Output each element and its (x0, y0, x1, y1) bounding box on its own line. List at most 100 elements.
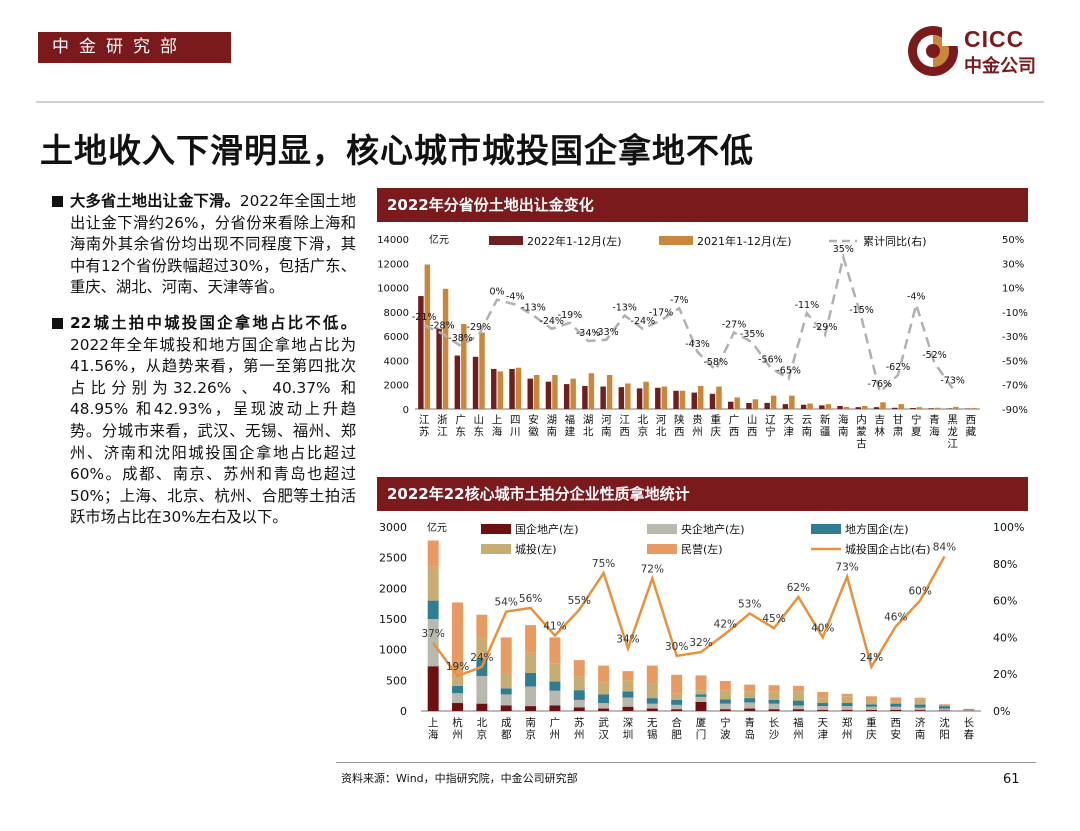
yoy-data-label: -28% (430, 321, 455, 332)
right-tick-label: -10% (1002, 308, 1028, 319)
stack-segment (598, 694, 610, 704)
bar-2022 (928, 408, 934, 409)
share-data-label: 34% (616, 633, 639, 645)
bar-2021 (807, 403, 813, 409)
stack-segment (865, 700, 877, 705)
stack-segment (744, 684, 756, 692)
stack-segment (865, 704, 877, 707)
yoy-data-label: -29% (813, 322, 838, 333)
bar-2022 (673, 390, 679, 409)
yoy-line (423, 252, 954, 395)
share-data-label: 73% (835, 562, 858, 574)
stack-segment (573, 707, 585, 711)
stack-segment (622, 697, 634, 707)
share-data-label: 56% (519, 593, 542, 605)
stack-segment (914, 697, 926, 700)
bar-2021 (679, 390, 686, 409)
stack-segment (719, 709, 731, 711)
yoy-data-label: -17% (649, 307, 674, 318)
category-label: 安 (528, 413, 539, 426)
bar-2022 (873, 407, 880, 409)
bullet-list: 大多省土地出让金下滑。2022年全国土地出让金下滑约26%，分省份来看除上海和海… (50, 191, 356, 543)
stack-segment (452, 674, 463, 686)
stack-segment (427, 666, 439, 711)
share-data-label: 54% (495, 597, 518, 609)
category-label: 南 (546, 425, 557, 438)
bar-2022 (764, 402, 770, 409)
logo-text: CICC (964, 26, 1025, 52)
bar-2022 (563, 384, 570, 409)
category-label: 天 (817, 717, 828, 729)
category-label: 广 (455, 414, 466, 426)
stack-segment (841, 706, 853, 710)
bar-2022 (472, 356, 479, 409)
category-label: 苏 (574, 716, 585, 729)
category-label: 杭 (452, 716, 463, 729)
category-label: 宁 (911, 413, 922, 426)
stack-segment (549, 637, 561, 664)
bar-2022 (800, 404, 807, 409)
bar-2021 (752, 399, 759, 409)
stack-segment (817, 706, 829, 710)
stack-segment (768, 685, 780, 692)
province-land-revenue-chart: 0 2000 4000 6000 8000 10000 12000 14000 -90% -70%… (377, 233, 1028, 450)
stack-segment (500, 637, 512, 673)
bullet-square-icon (52, 196, 63, 207)
bar-2022 (837, 405, 843, 409)
legend-label: 央企地产(左) (681, 522, 745, 536)
y-unit-label: 亿元 (427, 521, 447, 534)
left-tick-label: 1500 (379, 613, 407, 626)
bar-2022 (691, 392, 697, 409)
cicc-logo-icon (908, 24, 962, 76)
stack-segment (573, 699, 585, 708)
chart1-title: 2022年分省份土地出让金变化 (377, 188, 1028, 222)
bar-2021 (734, 397, 740, 409)
bar-2021 (606, 375, 613, 409)
category-label: 云 (802, 414, 813, 426)
source-note: 资料来源：Wind，中指研究院，中金公司研究部 (341, 772, 578, 785)
share-data-label: 75% (592, 558, 615, 570)
yoy-data-label: -24% (539, 316, 564, 327)
bar-2021 (570, 378, 576, 409)
share-data-label: 45% (762, 613, 785, 625)
bar-2022 (855, 407, 862, 409)
left-tick-label: 12000 (377, 259, 409, 270)
stack-segment (549, 705, 561, 711)
category-label: 重 (710, 413, 721, 426)
yoy-data-label: -29% (467, 322, 492, 333)
stack-segment (525, 706, 537, 711)
stack-segment (719, 680, 731, 691)
bullet-item: 大多省土地出让金下滑。2022年全国土地出让金下滑约26%，分省份来看除上海和海… (50, 191, 356, 299)
stack-segment (671, 674, 683, 694)
share-data-label: 84% (933, 541, 956, 553)
category-label: 河 (601, 414, 612, 426)
stack-segment (768, 691, 780, 700)
stack-segment (598, 682, 610, 695)
bar-2022 (819, 405, 825, 409)
category-label: 贵 (692, 413, 703, 426)
stack-segment (744, 702, 756, 709)
stack-segment (744, 708, 756, 711)
bar-2022 (655, 387, 661, 409)
stack-segment (719, 690, 731, 700)
category-label: 津 (817, 729, 828, 741)
cicc-logo: CICC 中金公司 (906, 24, 1056, 80)
bar-2021 (461, 324, 467, 409)
category-label: 疆 (820, 426, 831, 438)
share-data-label: 24% (860, 652, 883, 664)
stack-segment (598, 703, 610, 709)
category-label: 京 (477, 728, 488, 741)
bar-2021 (916, 407, 923, 409)
share-data-label: 60% (908, 586, 931, 598)
stack-segment (792, 705, 804, 710)
left-tick-label: 0 (403, 405, 409, 416)
category-label: 深 (623, 717, 634, 729)
stack-segment (744, 698, 756, 703)
stack-segment (525, 672, 537, 687)
stack-segment (792, 700, 804, 706)
category-label: 湖 (546, 414, 557, 426)
yoy-data-label: -13% (612, 303, 637, 314)
category-label: 沈 (939, 716, 950, 729)
stack-segment (890, 703, 902, 707)
category-label: 宁 (720, 716, 731, 729)
